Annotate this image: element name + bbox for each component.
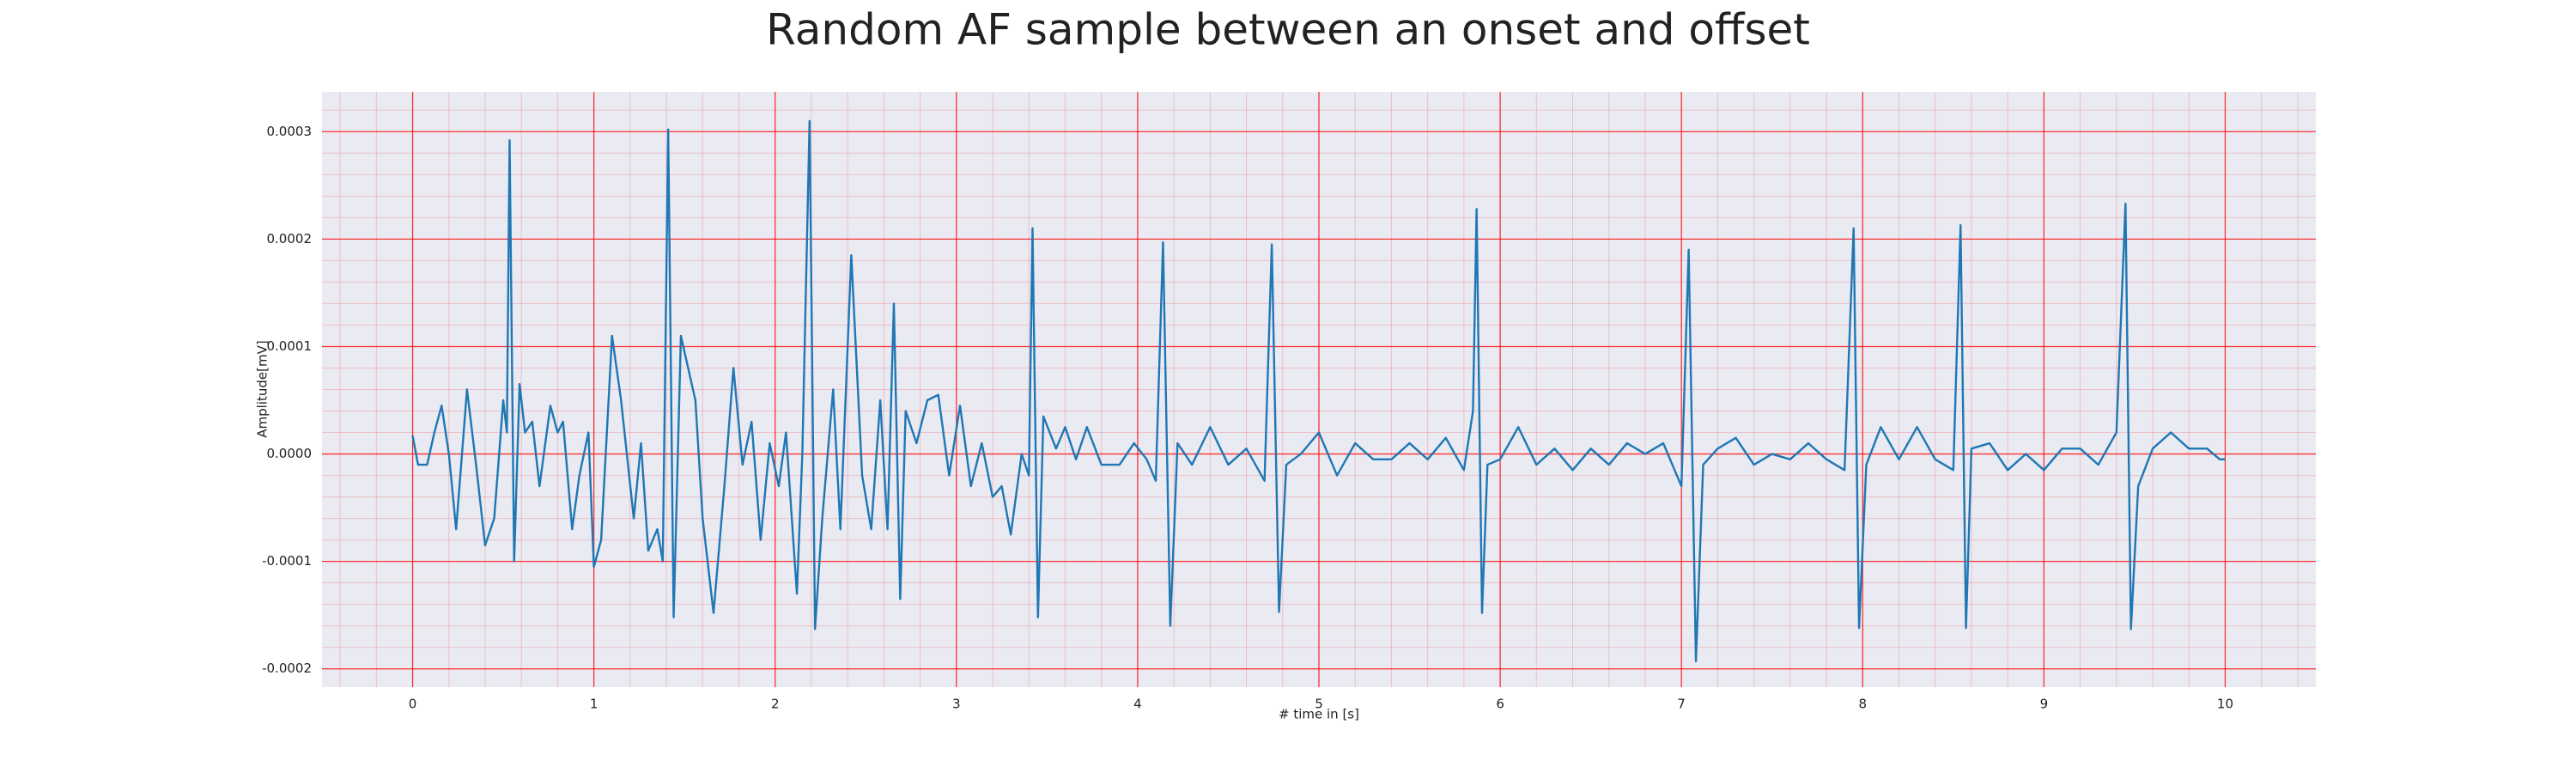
y-tick-label: 0.0000 <box>267 446 313 461</box>
x-tick-label: 2 <box>771 697 780 712</box>
x-tick-label: 8 <box>1858 697 1867 712</box>
signal-line <box>411 119 2226 663</box>
x-tick-label: 6 <box>1496 697 1504 712</box>
x-tick-label: 1 <box>590 697 598 712</box>
x-tick-label: 3 <box>952 697 961 712</box>
x-tick-label: 7 <box>1677 697 1686 712</box>
y-tick-label: -0.0002 <box>262 660 312 676</box>
y-tick-label: 0.0002 <box>267 231 313 247</box>
x-tick-label: 9 <box>2040 697 2049 712</box>
x-tick-label: 5 <box>1315 697 1323 712</box>
x-tick-label: 10 <box>2217 697 2233 712</box>
x-tick-label: 0 <box>409 697 417 712</box>
y-axis-label: Amplitude[mV] <box>255 340 270 437</box>
y-tick-label: 0.0003 <box>267 124 313 139</box>
x-tick-label: 4 <box>1133 697 1142 712</box>
chart-title: Random AF sample between an onset and of… <box>766 5 1810 55</box>
y-tick-label: 0.0001 <box>267 338 313 354</box>
x-axis-label: # time in [s] <box>1279 707 1359 722</box>
y-tick-label: -0.0001 <box>262 553 312 569</box>
